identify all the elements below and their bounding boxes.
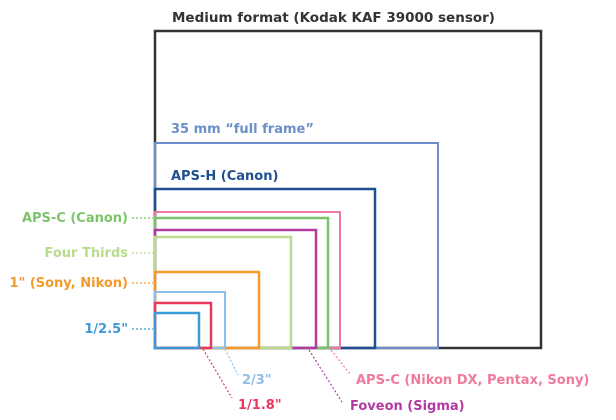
label-one-inch: 1" (Sony, Nikon) xyxy=(9,276,128,291)
label-aps-h: APS-H (Canon) xyxy=(171,169,278,184)
label-full-frame: 35 mm “full frame” xyxy=(171,122,314,137)
two-thirds-rect xyxy=(154,291,226,349)
label-medium-format: Medium format (Kodak KAF 39000 sensor) xyxy=(172,10,495,26)
leader-aps-c-nikon xyxy=(330,349,351,375)
label-four-thirds: Four Thirds xyxy=(44,246,128,261)
one-1-8-rect xyxy=(153,301,213,350)
leader-two-thirds xyxy=(224,348,239,376)
label-aps-c-nikon: APS-C (Nikon DX, Pentax, Sony) xyxy=(356,373,589,388)
one-2-5-rect xyxy=(153,311,201,350)
one-inch-rect xyxy=(153,270,261,350)
leader-one-1-8 xyxy=(202,348,233,399)
label-foveon: Foveon (Sigma) xyxy=(350,399,465,414)
aps-c-nikon-rect xyxy=(154,211,341,349)
label-two-thirds: 2/3" xyxy=(242,373,272,388)
label-aps-c-canon: APS-C (Canon) xyxy=(22,211,128,226)
label-one-1-8: 1/1.8" xyxy=(238,398,282,413)
label-one-2-5: 1/2.5" xyxy=(84,322,128,337)
